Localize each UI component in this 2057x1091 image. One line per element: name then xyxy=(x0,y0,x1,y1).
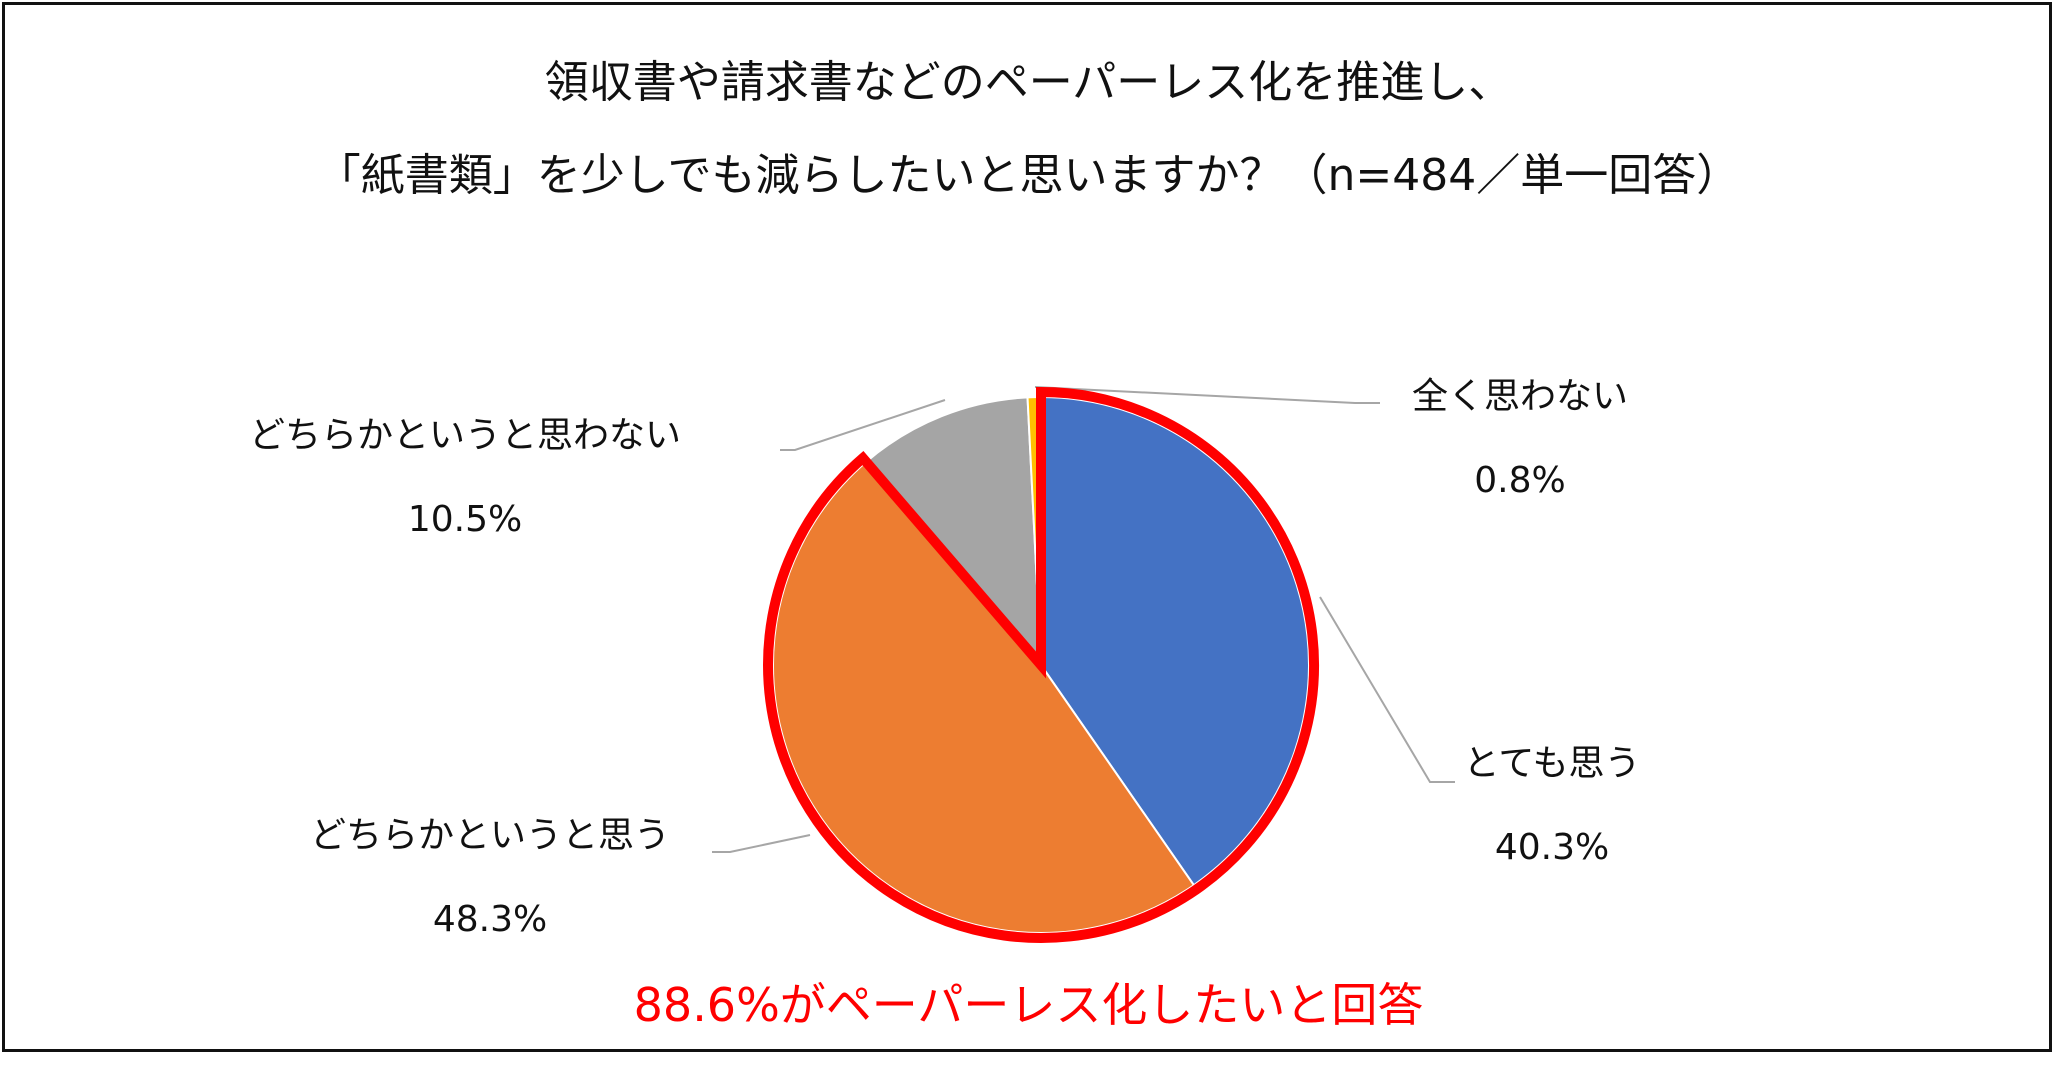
slice-label-mattaku-omowanai: 全く思わない 0.8% xyxy=(1380,375,1660,503)
slice-label-name: どちらかというと思う xyxy=(309,815,670,856)
leader-line xyxy=(780,399,946,451)
leader-line xyxy=(1319,596,1455,783)
highlight-outline xyxy=(763,386,1319,943)
slice-label-name: どちらかというと思わない xyxy=(248,415,681,456)
slice-label-value: 0.8% xyxy=(1474,460,1566,501)
conclusion-text: 88.6%がペーパーレス化したいと回答 xyxy=(633,978,1424,1032)
pie-slices xyxy=(772,395,1310,934)
slice-label-dochiraka-omou: どちらかというと思う 48.3% xyxy=(270,814,710,942)
leader-line xyxy=(1034,386,1380,404)
slice-label-value: 40.3% xyxy=(1494,827,1610,868)
pie-slice xyxy=(1040,395,1310,887)
chart-title-line-1: 領収書や請求書などのペーパーレス化を推進し、 xyxy=(544,57,1513,108)
slice-label-name: 全く思わない xyxy=(1411,376,1628,417)
leader-lines xyxy=(712,386,1455,853)
slice-label-value: 10.5% xyxy=(407,499,523,540)
chart-title-line-2: 「紙書類」を少しでも減らしたいと思いますか？（n=484／単一回答） xyxy=(316,150,1741,201)
leader-line xyxy=(712,834,811,853)
pie-slice xyxy=(864,396,1043,668)
pie-slice xyxy=(772,460,1196,934)
slice-label-name: とても思う xyxy=(1463,743,1641,784)
slice-label-totemo-omou: とても思う 40.3% xyxy=(1452,742,1652,870)
slice-label-dochiraka-omowanai: どちらかというと思わない 10.5% xyxy=(205,414,725,542)
slice-label-value: 48.3% xyxy=(432,899,548,940)
